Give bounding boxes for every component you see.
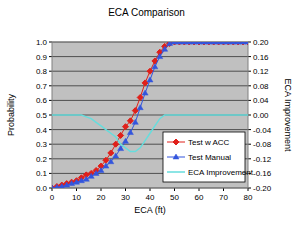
legend-label: ECA Improvement xyxy=(188,168,254,177)
y2-tick-label: 0.20 xyxy=(253,38,269,47)
point xyxy=(69,181,75,186)
y-tick-label: 0.1 xyxy=(36,169,48,178)
point xyxy=(137,105,143,110)
point xyxy=(108,150,114,156)
y2-label: ECA Improvement xyxy=(283,78,293,152)
y-tick-label: 0.0 xyxy=(36,184,48,193)
point xyxy=(157,54,163,59)
point xyxy=(245,42,248,44)
legend-label: Test w ACC xyxy=(188,138,230,147)
x-tick-label: 70 xyxy=(219,193,228,202)
y-tick-label: 0.7 xyxy=(36,82,48,91)
point xyxy=(123,124,129,130)
point xyxy=(142,80,148,86)
y-tick-label: 0.3 xyxy=(36,140,48,149)
point xyxy=(113,141,119,147)
grid-line xyxy=(52,85,248,86)
point xyxy=(93,170,99,175)
y2-tick-label: -0.04 xyxy=(253,126,272,135)
y-label: Probability xyxy=(6,93,16,136)
point xyxy=(52,185,55,188)
point xyxy=(78,178,84,183)
y2-tick-label: -0.16 xyxy=(253,169,272,178)
x-tick-label: 40 xyxy=(146,193,155,202)
y-tick-label: 0.6 xyxy=(36,96,48,105)
y2-tick-label: -0.20 xyxy=(253,184,272,193)
point xyxy=(74,179,80,184)
y2-tick-label: 0.00 xyxy=(253,111,269,120)
y2-tick-label: 0.16 xyxy=(253,53,269,62)
grid-line xyxy=(52,56,248,57)
grid-line xyxy=(52,100,248,101)
point xyxy=(142,90,148,95)
point xyxy=(147,77,153,82)
point xyxy=(103,157,109,163)
grid-line xyxy=(52,129,248,130)
legend-marker xyxy=(173,154,179,159)
y-tick-label: 0.2 xyxy=(36,155,48,164)
plot-frame xyxy=(52,42,248,188)
title: ECA Comparison xyxy=(108,7,185,18)
x-tick-label: 10 xyxy=(72,193,81,202)
point xyxy=(59,184,65,188)
legend-marker xyxy=(173,139,179,145)
y2-tick-label: 0.08 xyxy=(253,82,269,91)
x-tick-label: 80 xyxy=(244,193,253,202)
point xyxy=(152,64,158,69)
point xyxy=(88,173,94,178)
y-tick-label: 0.8 xyxy=(36,67,48,76)
x-tick-label: 60 xyxy=(195,193,204,202)
point xyxy=(137,94,143,100)
point xyxy=(118,132,124,138)
x-tick-label: 50 xyxy=(170,193,179,202)
point xyxy=(54,184,60,188)
x-tick-label: 0 xyxy=(50,193,55,202)
point xyxy=(132,108,138,114)
y2-tick-label: -0.08 xyxy=(253,140,272,149)
point xyxy=(162,46,168,51)
point xyxy=(64,182,70,187)
point xyxy=(127,130,133,135)
y-tick-label: 1.0 xyxy=(36,38,48,47)
series-line xyxy=(52,42,248,188)
point xyxy=(113,153,119,158)
data-group xyxy=(52,42,248,188)
y-tick-label: 0.5 xyxy=(36,111,48,120)
point xyxy=(132,119,138,124)
legend: Test w ACC Test Manual ECA Improvement xyxy=(163,132,254,182)
plot-area xyxy=(52,42,248,188)
y-tick-label: 0.9 xyxy=(36,53,48,62)
y2-tick-label: 0.04 xyxy=(253,96,269,105)
point xyxy=(83,176,89,181)
point xyxy=(123,138,129,143)
x-tick-label: 20 xyxy=(97,193,106,202)
legend-line xyxy=(167,171,185,173)
chart: ECA Comparison 0.0 0.1 0.2 0.3 0.4 0.5 0.6 0.7 0.… xyxy=(0,0,293,235)
legend-label: Test Manual xyxy=(188,153,231,162)
series-line xyxy=(52,42,248,188)
x-tick-label: 30 xyxy=(121,193,130,202)
y-tick-label: 0.4 xyxy=(36,126,48,135)
point xyxy=(108,159,114,164)
x-label: ECA (ft) xyxy=(134,205,166,215)
y2-tick-label: 0.12 xyxy=(253,67,269,76)
y2-tick-label: -0.12 xyxy=(253,155,272,164)
point xyxy=(127,118,133,124)
